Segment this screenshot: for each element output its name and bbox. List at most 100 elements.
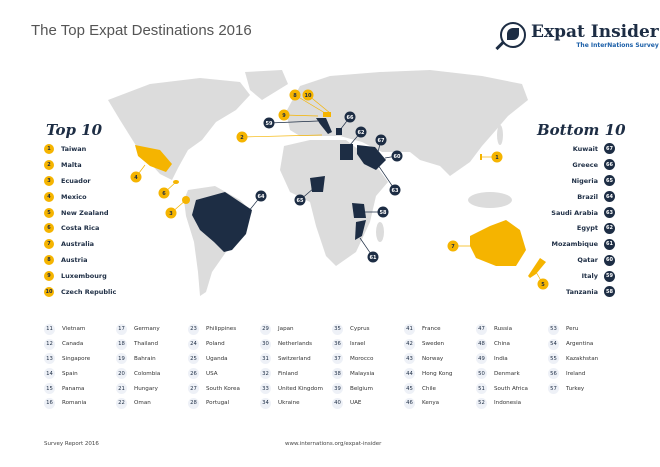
rank-badge: 58 [604,286,615,298]
ranking-item: 12 Canada [44,337,116,352]
marker-rank: 7 [451,244,455,250]
ranking-item: 48 China [476,337,548,352]
marker-circle [236,131,248,143]
rank-number: 48 [476,338,487,350]
marker-rank: 59 [266,121,273,127]
rank-number: 30 [260,338,271,350]
bottom10-map-marker: 62 [349,126,367,146]
ranking-item: 29 Japan [260,322,332,337]
rank-number: 26 [188,368,199,380]
rank-number: 54 [548,338,559,350]
rank-number: 19 [116,353,127,365]
country-name: Malta [61,160,82,169]
country-name: USA [206,370,218,377]
ranking-item: 32 Finland [260,366,332,381]
rank-badge: 4 [44,191,54,202]
country-name: Nigeria [571,176,598,185]
marker-circle [491,151,503,163]
rank-badge: 67 [604,143,615,155]
top10-map-marker: 5 [535,271,549,290]
marker-circle [263,117,275,129]
ranking-item: 51 South Africa [476,381,548,396]
greenland [245,70,288,100]
country-name: Saudi Arabia [551,208,598,217]
ranking-item: 43 Norway [404,352,476,367]
marker-circle [375,134,387,146]
bottom10-list: Kuwait 67 Greece 66 Nigeria 65 Brazil 64 Saudi A… [515,141,615,300]
ranking-item: 45 Chile [404,381,476,396]
country-name: New Zealand [61,208,109,217]
top10-item: 4 Mexico [44,189,116,205]
logo-subtitle: The InterNations Survey [576,42,659,49]
rank-number: 11 [44,323,55,335]
bottom10-map-marker: 64 [247,190,267,213]
country-name: Ireland [566,370,586,377]
top10-item: 7 Australia [44,236,116,252]
country-name: Mozambique [551,240,598,249]
country-name: Kenya [422,400,440,407]
marker-circle [289,89,301,101]
country-name: Ukraine [278,400,300,407]
bottom10-map-marker: 58 [365,206,389,218]
ranking-item: 33 United Kingdom [260,381,332,396]
ranking-item: 36 Israel [332,337,404,352]
marker-circle [302,89,314,101]
ranking-item: 40 UAE [332,396,404,411]
country-name: United Kingdom [278,385,323,392]
country-name: Thailand [134,341,159,348]
marker-circle [344,111,356,123]
ranking-item: 38 Malaysia [332,366,404,381]
ranking-item: 37 Morocco [332,352,404,367]
ranking-item: 53 Peru [548,322,620,337]
marker-rank: 61 [370,255,377,261]
country-name: Denmark [494,370,520,377]
rank-number: 44 [404,368,415,380]
country-name: Canada [62,341,84,348]
marker-rank: 62 [358,130,365,136]
country-name: India [494,355,508,362]
marker-circle [278,109,290,121]
ranking-item: 50 Denmark [476,366,548,381]
country-name: Peru [566,326,579,333]
country-name: Spain [62,370,78,377]
bottom10-map-marker: 66 [339,111,356,131]
rank-badge: 2 [44,159,54,170]
country-name: Israel [350,341,366,348]
country-name: Panama [62,385,85,392]
ranking-item: 39 Belgium [332,381,404,396]
country-name: Malaysia [350,370,375,377]
ranking-item: 57 Turkey [548,381,620,396]
country-name: Chile [422,385,437,392]
top10-map-marker: 3 [165,199,187,219]
country-name: Indonesia [494,400,522,407]
ranking-item: 30 Netherlands [260,337,332,352]
country-name: Vietnam [62,326,86,333]
rank-badge: 6 [44,223,54,234]
marker-rank: 60 [394,154,401,160]
rank-number: 18 [116,338,127,350]
country-name: Cyprus [350,326,370,333]
rank-number: 27 [188,383,199,395]
country-name: Hong Kong [422,370,453,377]
top10-item: 9 Luxembourg [44,268,116,284]
rank-number: 17 [116,323,127,335]
bottom10-item: Kuwait 67 [515,141,615,157]
north-america [108,78,250,180]
marker-circle [391,150,403,162]
rank-number: 28 [188,397,199,409]
rank-number: 23 [188,323,199,335]
marker-rank: 1 [495,155,499,161]
madagascar [376,222,384,242]
marker-rank: 66 [347,115,354,121]
bottom10-item: Italy 59 [515,268,615,284]
leader-line [268,120,319,124]
leader-line [241,134,323,138]
footer-report: Survey Report 2016 [44,441,99,447]
footer-url[interactable]: www.internations.org/expat-insider [285,441,382,447]
rank-number: 37 [332,353,343,365]
rank-badge: 66 [604,159,615,171]
rank-number: 34 [260,397,271,409]
rank-badge: 62 [604,222,615,234]
rank-number: 50 [476,368,487,380]
leader-line [283,114,319,117]
